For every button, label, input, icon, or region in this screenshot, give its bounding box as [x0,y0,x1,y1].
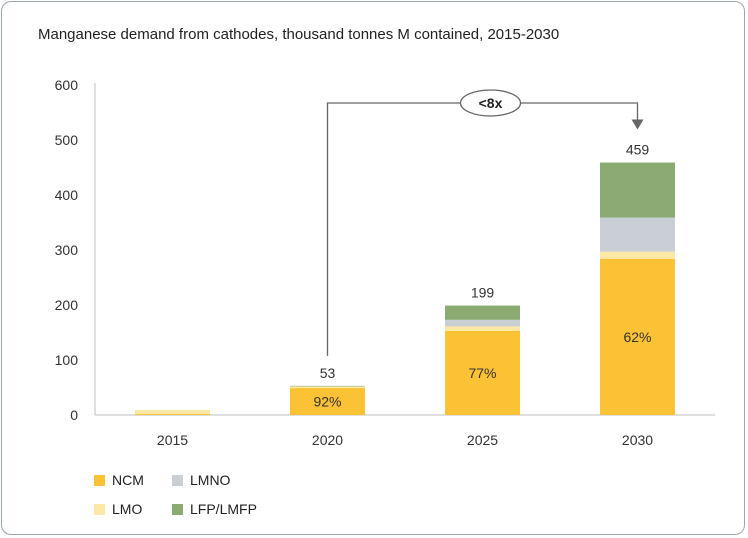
legend-swatch-ncm [94,474,105,486]
total-label: 53 [320,365,336,381]
share-label: 62% [623,329,651,345]
share-label: 92% [313,394,341,410]
bar-segment [290,386,365,389]
bar-segment [135,410,210,414]
legend-label-lfp-lmfp: LFP/LMFP [190,501,257,517]
legend-label-lmno: LMNO [190,472,231,488]
legend-item-lmo: LMO [94,501,142,517]
bar-segment [135,413,210,415]
legend-swatch-lfp-lmfp [172,503,183,515]
legend-swatch-lmo [94,503,105,515]
y-tick-label: 0 [70,407,78,423]
legend-item-lfp-lmfp: LFP/LMFP [172,501,257,517]
bar-segment [445,330,520,415]
growth-badge [459,89,522,117]
total-label: 199 [471,285,495,301]
bar-segment [290,388,365,415]
chart-title: Manganese demand from cathodes, thousand… [38,26,560,43]
legend-label-ncm: NCM [112,472,144,488]
legend-item-ncm: NCM [94,472,144,488]
y-tick-label: 100 [55,352,79,368]
legend-swatch-lmno [172,474,183,486]
x-tick-label: 2025 [467,432,498,448]
x-tick-label: 2020 [312,432,343,448]
growth-label: <8x [479,95,503,111]
bar-segment [600,251,675,259]
bar-segment [290,385,365,387]
y-tick-label: 500 [55,132,79,148]
bar-segment [600,258,675,415]
growth-arrow-head [631,119,644,130]
x-tick-label: 2030 [622,432,653,448]
bar-segment [445,326,520,331]
y-tick-label: 300 [55,242,79,258]
bar-segment [445,319,520,327]
bar-segment [600,217,675,252]
bar-segment [445,305,520,320]
legend-item-lmno: LMNO [172,472,230,488]
y-tick-label: 400 [55,187,79,203]
y-tick-label: 200 [55,297,79,313]
y-tick-label: 600 [55,77,79,93]
share-label: 77% [468,365,496,381]
legend-label-lmo: LMO [112,501,143,517]
legend: NCM LMNO LMO LFP/LMFP [94,472,394,522]
bar-segment [600,162,675,218]
x-tick-label: 2015 [157,432,188,448]
total-label: 459 [626,142,650,158]
